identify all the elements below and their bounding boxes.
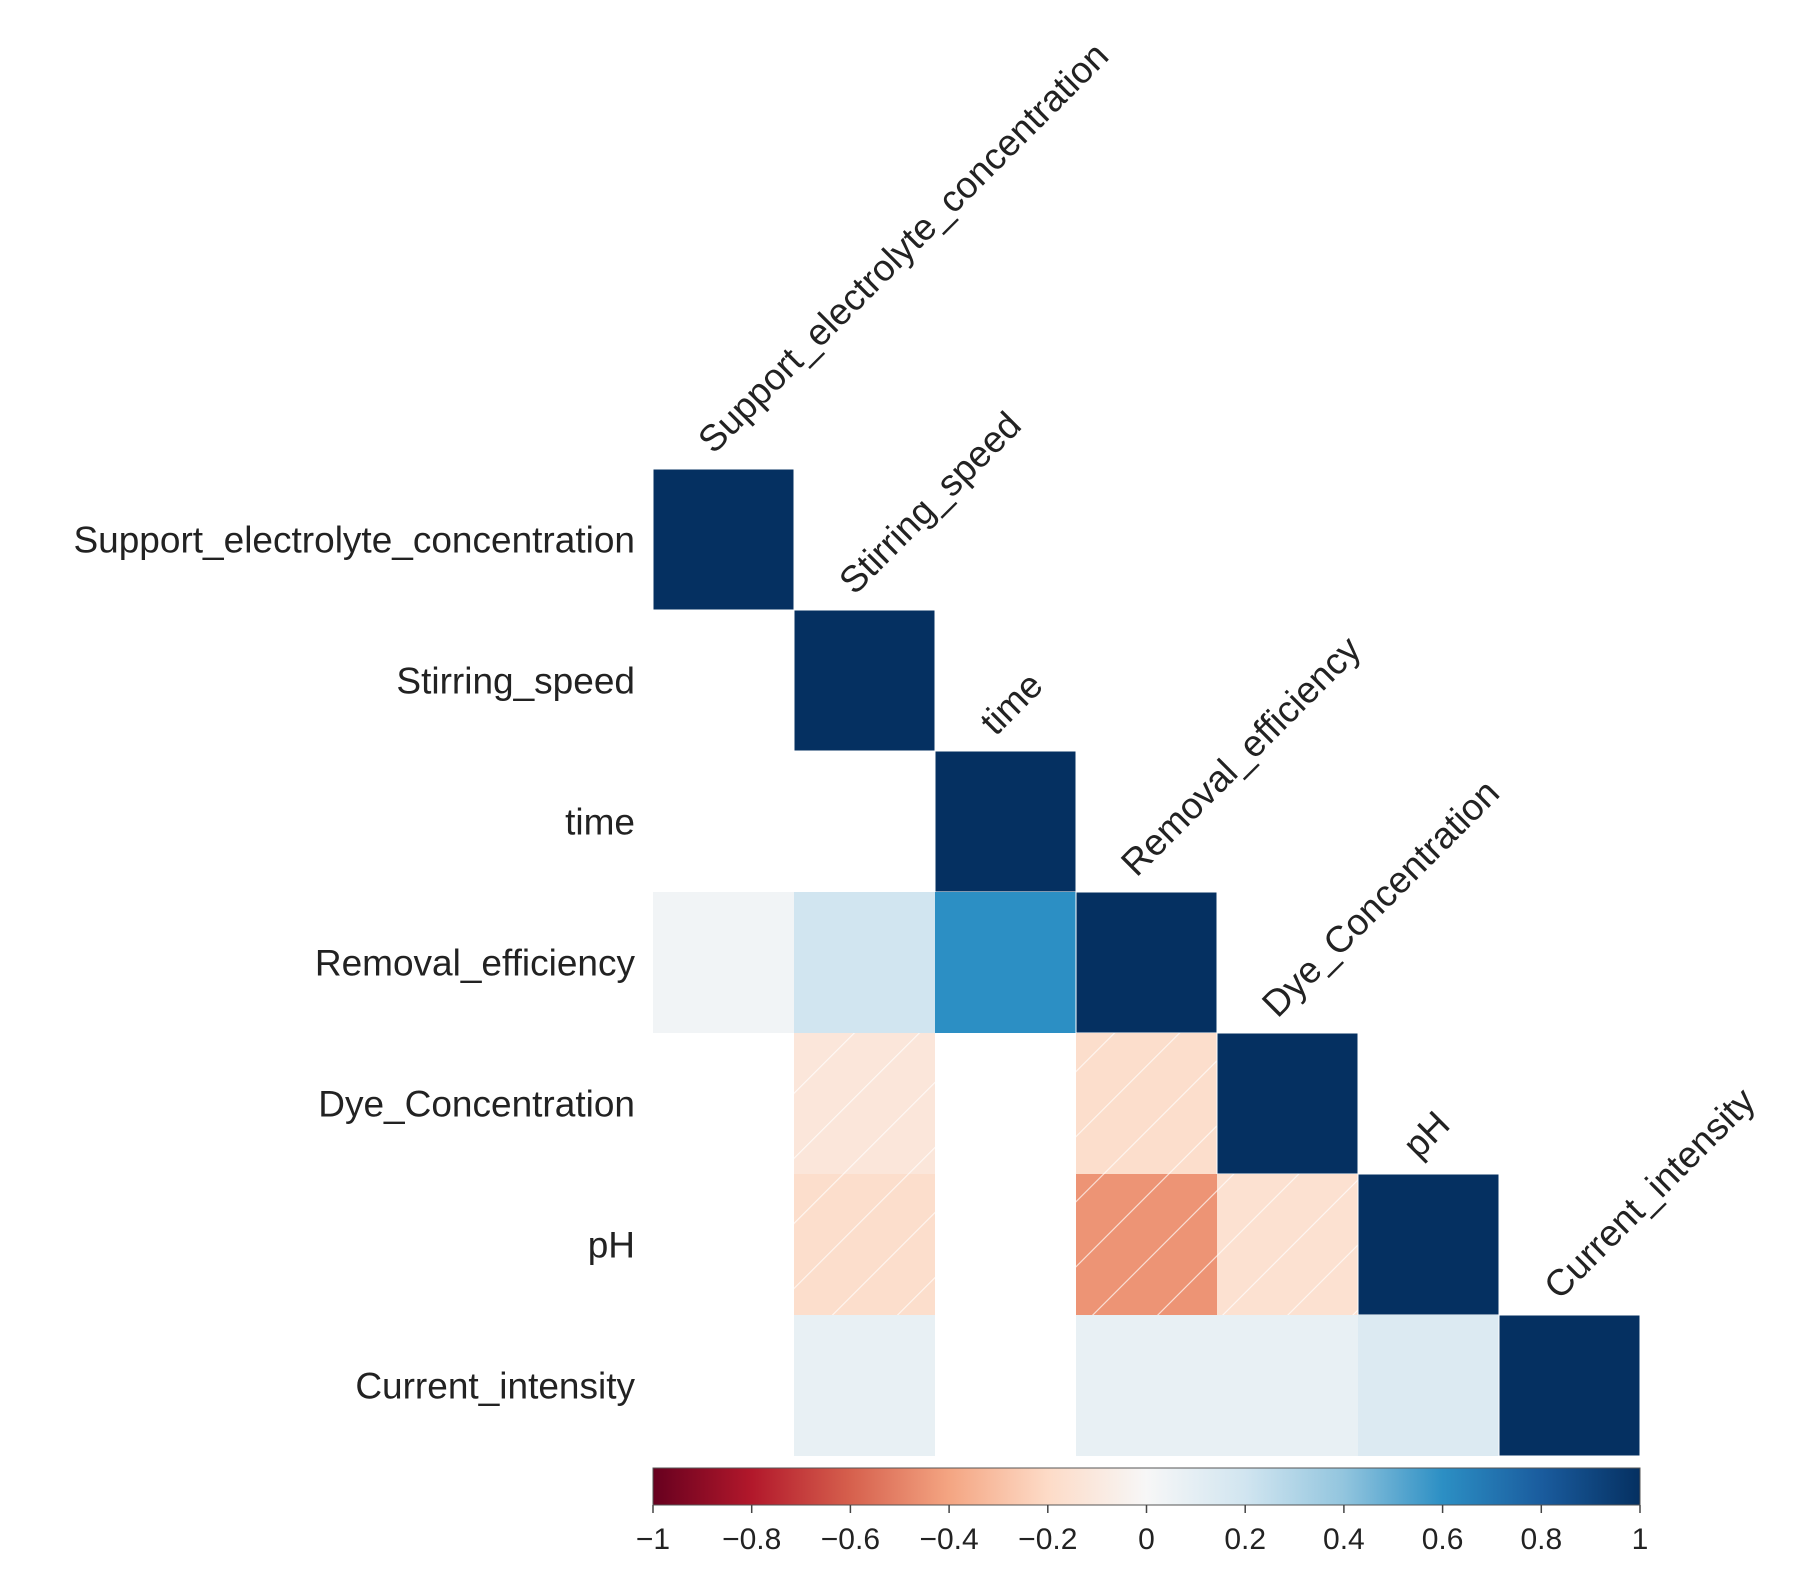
colorbar: −1 −0.8 −0.6 −0.4 −0.2 0 0.2 0.4 0.6 0.8 1 — [636, 1467, 1649, 1556]
colorbar-tick-label: 0 — [1138, 1523, 1155, 1556]
row-label-stirring-speed: Stirring_speed — [396, 661, 635, 702]
colorbar-tick-label: 0.4 — [1323, 1523, 1365, 1556]
cell-removal-efficiency-time — [935, 892, 1076, 1033]
cell-hatch-ph-removal-efficiency — [1076, 1174, 1217, 1315]
cell-time-time — [934, 750, 1077, 893]
colorbar-tick-label: −0.6 — [821, 1523, 880, 1556]
cell-current-intensity-removal-efficiency — [1076, 1315, 1217, 1456]
column-label-stirring-speed: Stirring_speed — [831, 404, 1029, 602]
cell-current-intensity-dye-concentration — [1217, 1315, 1358, 1456]
colorbar-tick-label: −0.2 — [1018, 1523, 1077, 1556]
row-label-ph: pH — [588, 1225, 635, 1266]
cell-hatch-dye-concentration-stirring-speed — [794, 1033, 935, 1174]
row-label-time: time — [565, 802, 635, 843]
row-label-dye-concentration: Dye_Concentration — [318, 1084, 635, 1125]
row-label-support-electrolyte-concentration: Support_electrolyte_concentration — [73, 520, 635, 561]
column-label-time: time — [972, 664, 1050, 742]
row-labels: Support_electrolyte_concentration Stirrin… — [73, 520, 635, 1407]
cell-hatch-dye-concentration-removal-efficiency — [1076, 1033, 1217, 1174]
cell-ph-ph — [1357, 1173, 1500, 1316]
column-label-support-electrolyte-concentration: Support_electrolyte_concentration — [690, 35, 1116, 461]
cell-stirring-speed-stirring-speed — [793, 609, 936, 752]
colorbar-tick-label: −0.4 — [919, 1523, 978, 1556]
row-label-removal-efficiency: Removal_efficiency — [315, 943, 636, 984]
colorbar-tick-label: 0.8 — [1520, 1523, 1562, 1556]
column-label-removal-efficiency: Removal_efficiency — [1113, 628, 1369, 884]
cell-removal-efficiency-removal-efficiency — [1075, 891, 1218, 1034]
cell-support-electrolyte-concentration-support-electrolyte-concentration — [652, 468, 795, 611]
cell-dye-concentration-dye-concentration — [1216, 1032, 1359, 1175]
colorbar-gradient — [652, 1467, 1641, 1506]
colorbar-tick-label: −1 — [636, 1523, 670, 1556]
cell-current-intensity-ph — [1358, 1315, 1499, 1456]
column-label-current-intensity: Current_intensity — [1536, 1080, 1763, 1307]
colorbar-tick-label: 0.2 — [1224, 1523, 1266, 1556]
column-label-ph: pH — [1395, 1103, 1457, 1165]
cell-current-intensity-current-intensity — [1498, 1314, 1641, 1457]
colorbar-tick-label: 1 — [1632, 1523, 1649, 1556]
row-label-current-intensity: Current_intensity — [355, 1366, 635, 1407]
colorbar-tick-label: 0.6 — [1422, 1523, 1464, 1556]
cell-hatch-ph-stirring-speed — [794, 1174, 935, 1315]
cell-hatch-ph-dye-concentration — [1217, 1174, 1358, 1315]
cell-current-intensity-stirring-speed — [794, 1315, 935, 1456]
heatmap-cells — [652, 468, 1641, 1457]
colorbar-tick-label: −0.8 — [722, 1523, 781, 1556]
column-label-dye-concentration: Dye_Concentration — [1254, 772, 1507, 1025]
cell-removal-efficiency-stirring-speed — [794, 892, 935, 1033]
cell-removal-efficiency-support-electrolyte-concentration — [653, 892, 794, 1033]
